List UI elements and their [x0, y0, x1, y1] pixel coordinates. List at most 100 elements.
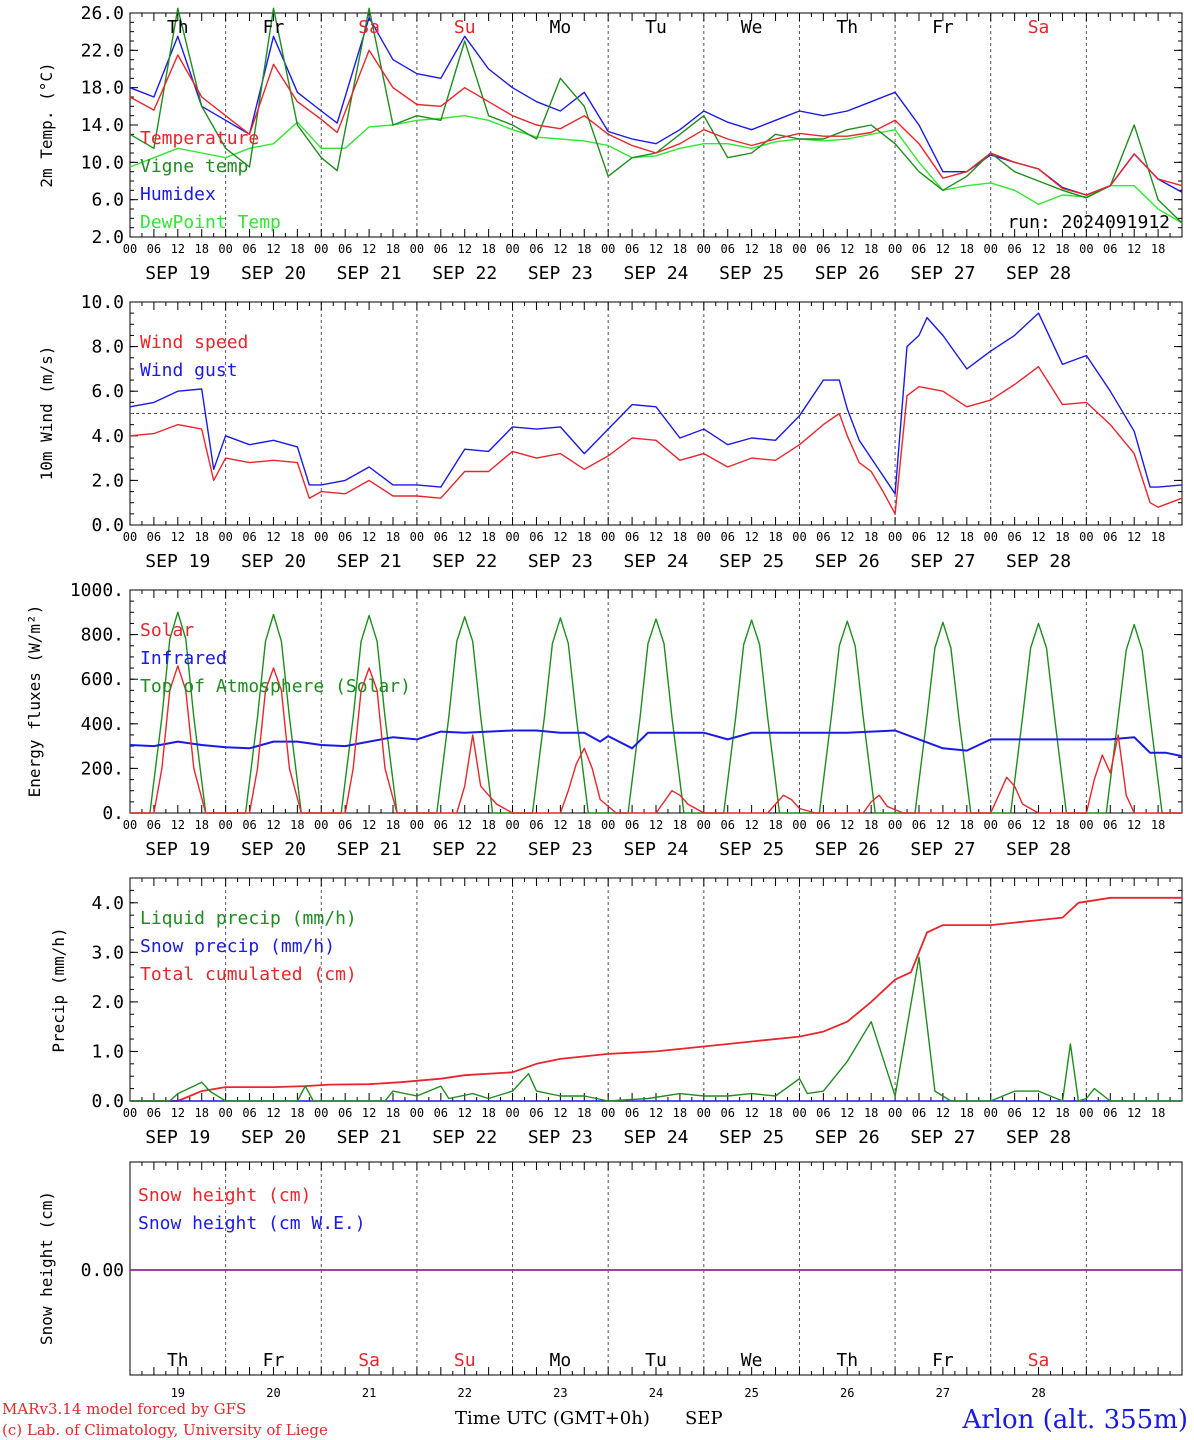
legend-entry: Solar — [140, 620, 194, 641]
hour-tick-label: 00 — [218, 818, 232, 832]
hour-tick-label: 12 — [553, 530, 567, 544]
hour-tick-label: 06 — [912, 242, 926, 256]
series-line-top-of-atmosphere-solar- — [130, 611, 1182, 814]
hour-tick-label: 18 — [195, 530, 209, 544]
hour-tick-label: 06 — [147, 1106, 161, 1120]
hour-tick-label: 00 — [314, 1106, 328, 1120]
weekday-label: Tu — [645, 1350, 667, 1371]
panel-4: 0.0 1.0 2.0 3.0 4.0 Precip (mm/h) Liquid preci… — [49, 877, 1183, 1148]
weekday-label: Sa — [358, 1350, 380, 1371]
date-label: SEP 24 — [623, 839, 688, 860]
hour-tick-label: 06 — [338, 530, 352, 544]
hour-tick-label: 06 — [434, 530, 448, 544]
weekday-label: Th — [167, 17, 189, 38]
series-line-infrared — [129, 729, 1183, 758]
y-tick-label: 3.0 — [91, 942, 124, 963]
hour-tick-label: 00 — [218, 530, 232, 544]
hour-tick-label: 06 — [434, 818, 448, 832]
hour-tick-label: 06 — [816, 818, 830, 832]
y-axis-label: 10m Wind (m/s) — [37, 346, 56, 481]
hour-tick-label: 18 — [290, 530, 304, 544]
hour-tick-label: 00 — [888, 242, 902, 256]
hour-tick-label: 18 — [481, 818, 495, 832]
y-tick-label: 2.0 — [91, 992, 124, 1013]
y-tick-label: 400. — [81, 714, 124, 735]
hour-tick-label: 18 — [673, 818, 687, 832]
hour-tick-label: 06 — [625, 1106, 639, 1120]
hour-tick-label: 18 — [673, 242, 687, 256]
hour-tick-label: 00 — [697, 818, 711, 832]
hour-tick-label: 12 — [1127, 1106, 1141, 1120]
hour-tick-label: 00 — [1079, 1106, 1093, 1120]
date-number: 26 — [840, 1386, 854, 1400]
hour-tick-label: 00 — [1079, 530, 1093, 544]
hour-tick-label: 12 — [266, 1106, 280, 1120]
date-label: SEP 24 — [623, 1127, 688, 1148]
hour-tick-label: 18 — [1055, 818, 1069, 832]
x-axis-label: Time UTC (GMT+0h) — [455, 1408, 650, 1429]
date-number: 21 — [362, 1386, 376, 1400]
legend-entry: Humidex — [140, 184, 216, 205]
hour-tick-label: 00 — [218, 1106, 232, 1120]
hour-tick-label: 00 — [697, 1106, 711, 1120]
date-label: SEP 28 — [1006, 839, 1071, 860]
y-tick-label: 14.0 — [81, 115, 124, 136]
date-number: 23 — [553, 1386, 567, 1400]
run-annotation: run: 2024091912 — [1007, 212, 1170, 233]
weekday-label: Su — [454, 17, 476, 38]
hour-tick-label: 00 — [314, 530, 328, 544]
hour-tick-label: 12 — [1031, 242, 1045, 256]
date-label: SEP 26 — [815, 551, 880, 572]
hour-tick-label: 00 — [410, 242, 424, 256]
hour-tick-label: 00 — [888, 818, 902, 832]
hour-tick-label: 18 — [1151, 818, 1165, 832]
hour-tick-label: 00 — [410, 818, 424, 832]
date-label: SEP 24 — [623, 263, 688, 284]
hour-tick-label: 00 — [984, 530, 998, 544]
y-tick-label: 2.0 — [91, 227, 124, 248]
date-label: SEP 20 — [241, 263, 306, 284]
hour-tick-label: 06 — [721, 818, 735, 832]
hour-tick-label: 12 — [649, 818, 663, 832]
hour-tick-label: 06 — [529, 242, 543, 256]
date-number: 25 — [744, 1386, 758, 1400]
hour-tick-label: 00 — [697, 530, 711, 544]
panel-1: 2.0 6.0 10.0 14.0 18.0 22.0 26.0 2m Temp. (°C) T… — [37, 3, 1183, 284]
hour-tick-label: 18 — [768, 530, 782, 544]
hour-tick-label: 12 — [171, 1106, 185, 1120]
date-label: SEP 22 — [432, 551, 497, 572]
hour-tick-label: 12 — [649, 1106, 663, 1120]
hour-tick-label: 06 — [529, 818, 543, 832]
hour-tick-label: 12 — [362, 530, 376, 544]
hour-tick-label: 12 — [840, 242, 854, 256]
y-axis-label: Energy fluxes (W/m²) — [25, 605, 44, 798]
hour-tick-label: 06 — [147, 242, 161, 256]
y-tick-label: 600. — [81, 669, 124, 690]
date-label: SEP 23 — [528, 1127, 593, 1148]
date-label: SEP 23 — [528, 551, 593, 572]
hour-tick-label: 06 — [1103, 818, 1117, 832]
plot-frame — [129, 12, 1183, 238]
date-label: SEP 26 — [815, 263, 880, 284]
weekday-label: Sa — [358, 17, 380, 38]
date-label: SEP 27 — [910, 551, 975, 572]
hour-tick-label: 00 — [505, 818, 519, 832]
hour-tick-label: 12 — [649, 242, 663, 256]
hour-tick-label: 12 — [744, 242, 758, 256]
legend-entry: Total cumulated (cm) — [140, 964, 357, 985]
date-label: SEP 21 — [337, 263, 402, 284]
hour-tick-label: 00 — [697, 242, 711, 256]
hour-tick-label: 12 — [553, 1106, 567, 1120]
date-label: SEP 20 — [241, 551, 306, 572]
hour-tick-label: 12 — [840, 1106, 854, 1120]
hour-tick-label: 00 — [505, 530, 519, 544]
hour-tick-label: 06 — [529, 1106, 543, 1120]
weekday-label: Su — [454, 1350, 476, 1371]
legend-entry: Liquid precip (mm/h) — [140, 908, 357, 929]
y-tick-label: 6.0 — [91, 190, 124, 211]
y-tick-label: 4.0 — [91, 426, 124, 447]
date-label: SEP 20 — [241, 1127, 306, 1148]
hour-tick-label: 06 — [242, 530, 256, 544]
date-label: SEP 27 — [910, 1127, 975, 1148]
y-tick-label: 800. — [81, 625, 124, 646]
